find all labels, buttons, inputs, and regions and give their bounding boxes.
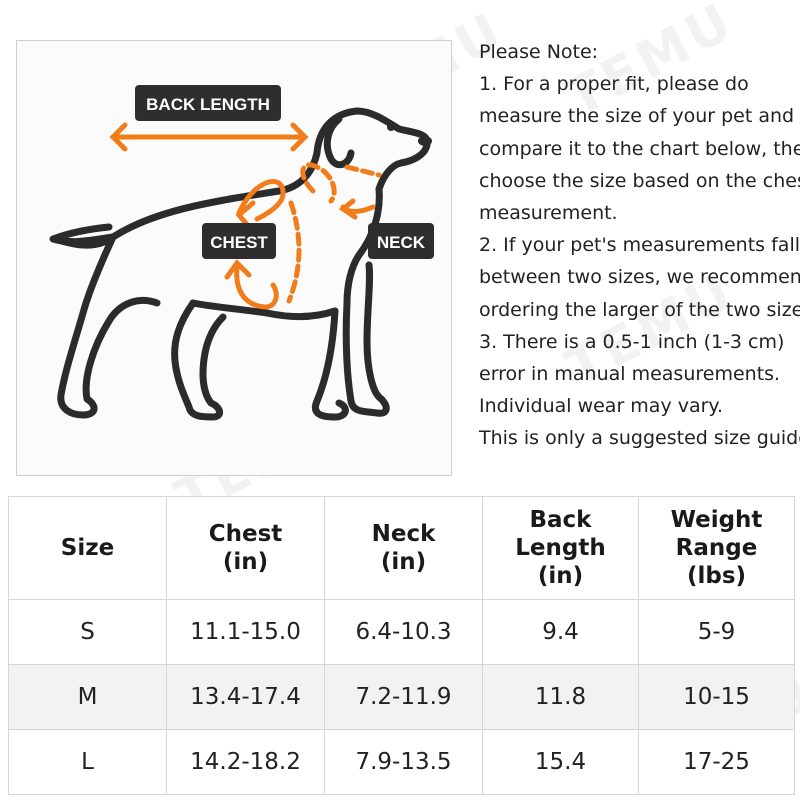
table-row: S 11.1-15.0 6.4-10.3 9.4 5-9 (8, 599, 795, 665)
note-line: 3. There is a 0.5-1 inch (1-3 cm) (479, 330, 785, 353)
cell-neck: 7.2-11.9 (324, 664, 483, 730)
measurement-diagram: BACK LENGTH CHEST NECK (16, 40, 452, 476)
header-back-length: Back Length (in) (482, 496, 639, 600)
header-size: Size (8, 496, 167, 600)
cell-neck: 7.9-13.5 (324, 729, 483, 795)
neck-label: NECK (368, 223, 434, 259)
header-weight-range: Weight Range (lbs) (638, 496, 795, 600)
back-length-arrow-icon (109, 122, 309, 152)
svg-text:NECK: NECK (377, 233, 426, 252)
cell-size: S (8, 599, 167, 665)
cell-weight-range: 17-25 (638, 729, 795, 795)
size-note: Please Note: 1. For a proper fit, please… (479, 36, 800, 455)
note-line: Individual wear may vary. (479, 395, 724, 418)
cell-size: L (8, 729, 167, 795)
cell-weight-range: 5-9 (638, 599, 795, 665)
cell-chest: 11.1-15.0 (166, 599, 325, 665)
size-chart-table: Size Chest (in) Neck (in) Back Length (i… (8, 496, 795, 795)
chest-label: CHEST (202, 223, 276, 259)
dog-illustration: BACK LENGTH CHEST NECK (49, 85, 434, 421)
cell-chest: 13.4-17.4 (166, 664, 325, 730)
note-line: error in manual measurements. (479, 363, 781, 386)
cell-weight-range: 10-15 (638, 664, 795, 730)
table-row: L 14.2-18.2 7.9-13.5 15.4 17-25 (8, 729, 795, 795)
note-line: compare it to the chart below, then (479, 137, 800, 160)
cell-size: M (8, 664, 167, 730)
cell-chest: 14.2-18.2 (166, 729, 325, 795)
table-header-row: Size Chest (in) Neck (in) Back Length (i… (8, 496, 795, 600)
cell-back-length: 11.8 (482, 664, 639, 730)
back-length-label: BACK LENGTH (135, 85, 281, 121)
cell-neck: 6.4-10.3 (324, 599, 483, 665)
table-row: M 13.4-17.4 7.2-11.9 11.8 10-15 (8, 664, 795, 730)
note-line: measurement. (479, 202, 618, 225)
note-line: between two sizes, we recommend (479, 266, 800, 289)
note-line: 1. For a proper fit, please do (479, 73, 749, 96)
svg-text:BACK LENGTH: BACK LENGTH (146, 95, 270, 114)
header-chest: Chest (in) (166, 496, 325, 600)
note-line: This is only a suggested size guide. (479, 427, 800, 450)
cell-back-length: 15.4 (482, 729, 639, 795)
neck-arrow-icon (300, 162, 382, 220)
svg-text:CHEST: CHEST (210, 233, 268, 252)
header-neck: Neck (in) (324, 496, 483, 600)
note-line: measure the size of your pet and (479, 105, 795, 128)
note-heading: Please Note: (479, 41, 599, 63)
note-line: ordering the larger of the two sizes. (479, 298, 800, 321)
note-line: choose the size based on the chest (479, 169, 800, 192)
cell-back-length: 9.4 (482, 599, 639, 665)
note-line: 2. If your pet's measurements fall (479, 234, 800, 257)
dog-outline-icon (49, 107, 431, 421)
